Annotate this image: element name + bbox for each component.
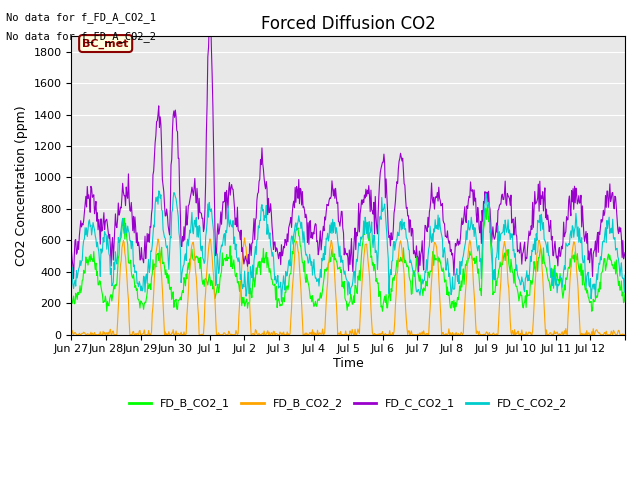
FD_B_CO2_2 bbox=[262, 331, 270, 337]
Line: FD_C_CO2_2: FD_C_CO2_2 bbox=[72, 191, 625, 301]
Text: No data for f_FD_A_CO2_2: No data for f_FD_A_CO2_2 bbox=[6, 31, 156, 42]
Y-axis label: CO2 Concentration (ppm): CO2 Concentration (ppm) bbox=[15, 105, 28, 265]
FD_C_CO2_1 bbox=[133, 230, 141, 236]
FD_B_CO2_1 bbox=[262, 254, 269, 260]
FD_B_CO2_2 bbox=[406, 332, 413, 337]
FD_B_CO2_1 bbox=[484, 204, 492, 210]
FD_C_CO2_2 bbox=[438, 233, 445, 239]
FD_C_CO2_1 bbox=[236, 229, 243, 235]
FD_C_CO2_2 bbox=[262, 203, 270, 208]
FD_C_CO2_2 bbox=[407, 257, 415, 263]
Text: BC_met: BC_met bbox=[83, 38, 129, 48]
FD_C_CO2_2 bbox=[284, 265, 292, 271]
FD_C_CO2_2 bbox=[278, 299, 285, 304]
FD_C_CO2_2 bbox=[155, 188, 163, 194]
FD_B_CO2_1 bbox=[234, 278, 242, 284]
FD_C_CO2_2 bbox=[68, 271, 76, 276]
FD_B_CO2_1 bbox=[588, 309, 596, 314]
FD_C_CO2_1 bbox=[68, 248, 76, 253]
FD_B_CO2_1 bbox=[68, 297, 76, 303]
Line: FD_C_CO2_1: FD_C_CO2_1 bbox=[72, 18, 625, 278]
FD_B_CO2_1 bbox=[436, 259, 444, 264]
FD_C_CO2_2 bbox=[132, 268, 140, 274]
FD_B_CO2_2 bbox=[132, 332, 140, 337]
FD_B_CO2_2 bbox=[234, 331, 242, 336]
Title: Forced Diffusion CO2: Forced Diffusion CO2 bbox=[261, 15, 436, 33]
FD_B_CO2_2 bbox=[621, 332, 629, 337]
Legend: FD_B_CO2_1, FD_B_CO2_2, FD_C_CO2_1, FD_C_CO2_2: FD_B_CO2_1, FD_B_CO2_2, FD_C_CO2_1, FD_C… bbox=[125, 394, 572, 414]
FD_B_CO2_1 bbox=[132, 288, 140, 293]
FD_C_CO2_1 bbox=[438, 202, 445, 208]
FD_C_CO2_1 bbox=[407, 223, 415, 228]
FD_C_CO2_1 bbox=[70, 276, 77, 281]
FD_C_CO2_1 bbox=[621, 250, 629, 255]
FD_C_CO2_1 bbox=[284, 239, 292, 245]
FD_B_CO2_2 bbox=[437, 316, 445, 322]
FD_B_CO2_1 bbox=[405, 274, 413, 279]
FD_B_CO2_1 bbox=[283, 285, 291, 290]
FD_C_CO2_1 bbox=[263, 185, 271, 191]
FD_C_CO2_1 bbox=[207, 15, 214, 21]
X-axis label: Time: Time bbox=[333, 357, 364, 370]
Line: FD_B_CO2_1: FD_B_CO2_1 bbox=[72, 207, 625, 312]
Text: No data for f_FD_A_CO2_1: No data for f_FD_A_CO2_1 bbox=[6, 12, 156, 23]
Line: FD_B_CO2_2: FD_B_CO2_2 bbox=[72, 238, 625, 335]
FD_B_CO2_1 bbox=[621, 291, 629, 297]
FD_C_CO2_2 bbox=[621, 273, 629, 278]
FD_C_CO2_2 bbox=[235, 255, 243, 261]
FD_B_CO2_2 bbox=[284, 329, 291, 335]
FD_B_CO2_2 bbox=[68, 332, 76, 337]
FD_B_CO2_2 bbox=[241, 235, 248, 241]
